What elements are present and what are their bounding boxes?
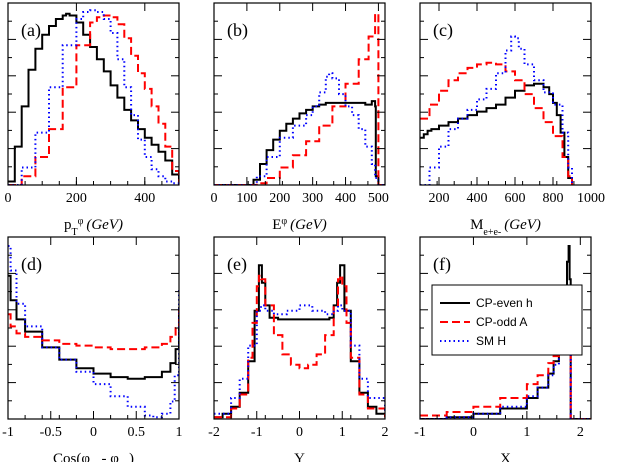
x-axis-label: Cos(φe- - φe+): [53, 451, 134, 462]
series-group: [214, 264, 385, 419]
series-group: [8, 9, 179, 185]
series-cp-even-h: [214, 100, 385, 185]
x-tick-label: 1: [523, 425, 530, 440]
x-axis-label: X: [500, 451, 511, 462]
x-tick-label: -2: [208, 425, 220, 440]
x-tick-label: 2: [577, 425, 584, 440]
x-tick-label: 0: [90, 425, 97, 440]
panel-label: (a): [21, 20, 41, 41]
series-cp-odd-a: [8, 14, 179, 185]
panel-label: (b): [227, 20, 248, 41]
panel-label: (d): [21, 254, 42, 275]
series-cp-odd-a: [214, 274, 385, 419]
panel-b: 0 100 200 300 400 500 (b) Eφ (GeV): [211, 2, 389, 234]
x-axis-label: Me+e- (GeV): [470, 217, 541, 238]
panel-label: (e): [227, 254, 247, 275]
x-axis-label: Y: [294, 451, 305, 462]
series-cp-odd-a: [420, 61, 573, 185]
series-group: [420, 35, 573, 185]
x-tick-label: 0: [211, 191, 218, 206]
series-cp-even-h: [420, 82, 573, 185]
series-sm-h: [8, 9, 179, 185]
x-tick-label: -1: [2, 425, 14, 440]
series-sm-h: [214, 72, 385, 185]
series-cp-even-h: [420, 245, 591, 419]
x-tick-label: 400: [467, 191, 488, 206]
series-sm-h: [214, 304, 385, 415]
x-tick-label: 400: [134, 191, 155, 206]
x-tick-label: 1: [339, 425, 346, 440]
series-group: [8, 245, 179, 419]
legend: CP-even h CP-odd A SM H: [431, 284, 583, 356]
x-tick-label: 0.5: [128, 425, 146, 440]
panel-label: (c): [433, 20, 453, 41]
legend-label-cp-even: CP-even h: [476, 296, 533, 310]
legend-label-sm: SM H: [476, 334, 506, 348]
x-tick-label: 500: [368, 191, 389, 206]
x-axis-label: Eφ (GeV): [272, 216, 327, 234]
x-tick-label: 200: [429, 191, 450, 206]
x-tick-label: 100: [236, 191, 257, 206]
x-tick-label: 800: [543, 191, 564, 206]
x-tick-label: 400: [335, 191, 356, 206]
series-sm-h: [420, 35, 573, 185]
legend-label-cp-odd: CP-odd A: [476, 315, 527, 329]
series-sm-h: [420, 330, 591, 419]
series-cp-even-h: [214, 264, 385, 419]
x-tick-label: -0.5: [40, 425, 62, 440]
x-tick-label: -1: [251, 425, 263, 440]
panel-e: -2 -1 0 1 2 (e) Y: [208, 236, 389, 462]
x-tick-label: 0: [470, 425, 477, 440]
x-tick-label: 200: [269, 191, 290, 206]
x-axis-label: pTφ (GeV): [64, 216, 123, 238]
x-tick-label: 1: [176, 425, 183, 440]
series-cp-even-h: [8, 12, 179, 185]
panel-d: -1 -0.5 0 0.5 1 (d) Cos(φe- - φe+): [2, 236, 183, 462]
series-group: [214, 12, 385, 185]
panel-c: 200 400 600 800 1000 (c) Me+e- (GeV): [419, 2, 605, 238]
x-tick-label: 300: [302, 191, 323, 206]
series-cp-odd-a: [214, 12, 385, 185]
x-tick-label: 600: [505, 191, 526, 206]
panel-label: (f): [433, 254, 451, 275]
x-tick-label: 200: [66, 191, 87, 206]
x-tick-label: -1: [414, 425, 426, 440]
panel-a: 0 200 400 (a) pTφ (GeV): [5, 2, 180, 238]
series-cp-even-h: [8, 274, 179, 380]
x-tick-label: 2: [382, 425, 389, 440]
legend-box: [431, 284, 583, 356]
x-tick-label: 0: [5, 191, 12, 206]
x-tick-label: 0: [296, 425, 303, 440]
x-tick-label: 1000: [577, 191, 605, 206]
series-cp-odd-a: [8, 310, 179, 351]
